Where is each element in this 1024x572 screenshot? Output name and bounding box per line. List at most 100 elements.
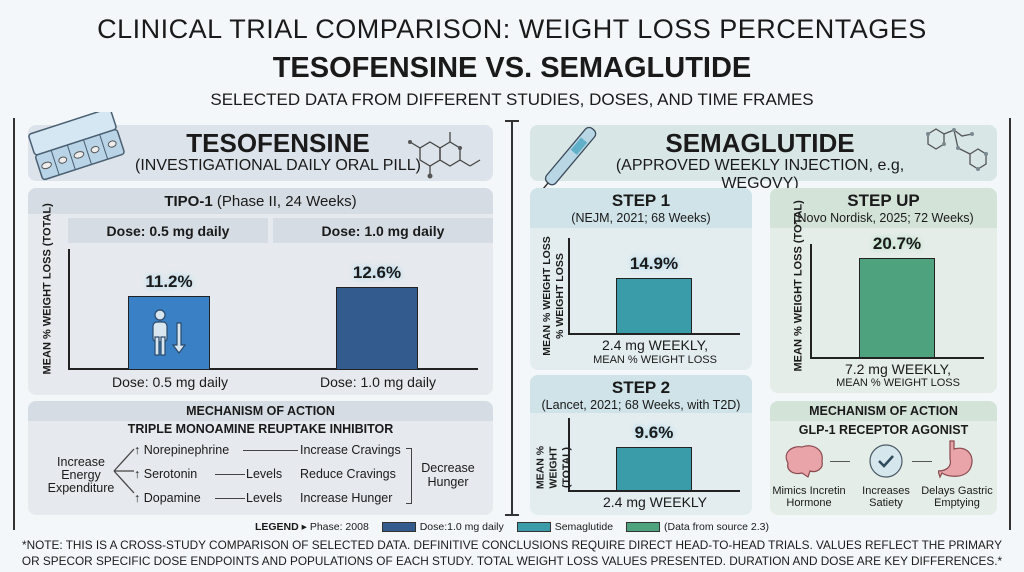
value-label: 14.9% xyxy=(629,253,679,273)
stepup-header: STEP UP (Novo Nordisk, 2025; 72 Weeks) xyxy=(770,188,997,228)
up-arrow-icon: ↑ xyxy=(134,467,141,481)
branch-arrows-icon xyxy=(113,448,135,494)
molecule-icon xyxy=(926,128,988,171)
y-axis xyxy=(810,244,812,358)
divider xyxy=(511,120,513,516)
mechanism-title: MECHANISM OF ACTION xyxy=(770,401,997,421)
bracket xyxy=(406,448,412,504)
subtitle: SELECTED DATA FROM DIFFERENT STUDIES, DO… xyxy=(210,90,814,109)
checkmark-icon xyxy=(869,444,903,478)
legend-swatch xyxy=(381,522,416,533)
x-tick-label: 2.4 mg WEEKLY, xyxy=(601,337,709,353)
mechanism-title: MECHANISM OF ACTION xyxy=(28,401,493,421)
row-dopamine: ↑ Dopamine xyxy=(134,491,201,505)
bar-step2 xyxy=(616,446,692,490)
arrow xyxy=(215,498,245,499)
levels-label: Levels xyxy=(246,467,283,481)
y-axis-label: MEAN % WEIGHT LOSS (TOTAL) xyxy=(41,203,54,375)
y-axis xyxy=(568,418,570,491)
x-tick-label: 2.4 mg WEEKLY xyxy=(602,494,707,510)
step2-header: STEP 2 (Lancet, 2021; 68 Weeks, with T2D… xyxy=(530,375,752,413)
row-serotonin: ↑ Serotonin xyxy=(134,467,197,481)
tesofensine-mechanism: MECHANISM OF ACTION TRIPLE MONOAMINE REU… xyxy=(28,401,493,515)
trial-name: STEP UP xyxy=(847,191,920,210)
stomach-icon xyxy=(938,440,973,479)
x-tick-label: Dose: 0.5 mg daily xyxy=(112,374,228,390)
value-label: 20.7% xyxy=(872,233,922,253)
mechanism-step: Delays Gastric Emptying xyxy=(921,485,993,509)
pill-organizer-icon xyxy=(28,112,125,181)
trial-detail: (Novo Nordisk, 2025; 72 Weeks) xyxy=(793,211,974,225)
trial-name: TIPO-1 xyxy=(164,193,213,210)
y-axis xyxy=(568,238,570,334)
step1-header: STEP 1 (NEJM, 2021; 68 Weeks) xyxy=(530,188,752,228)
frame xyxy=(13,118,1011,530)
arrow xyxy=(215,474,245,475)
legend-swatch xyxy=(516,522,551,533)
transmitter: Norepinephrine xyxy=(143,443,230,457)
value-label: 9.6% xyxy=(634,422,674,442)
dose-header-1: Dose: 1.0 mg daily xyxy=(273,218,493,243)
effect: Reduce Cravings xyxy=(300,467,396,481)
legend-item: Semaglutide xyxy=(554,521,614,533)
drug-desc: (APPROVED WEEKLY INJECTION, e.g, WEGOVY) xyxy=(615,157,905,192)
trial-detail: (Phase II, 24 Weeks) xyxy=(216,193,357,210)
x-axis-label: MEAN % WEIGHT LOSS xyxy=(836,377,960,389)
x-axis xyxy=(68,368,478,370)
legend-label: LEGEND xyxy=(254,521,299,533)
trial-name: STEP 1 xyxy=(611,191,671,210)
brain-icon xyxy=(785,445,823,478)
mechanism-step: Increases Satiety xyxy=(862,485,910,509)
molecule-icon xyxy=(408,132,481,179)
drug-name: TESOFENSINE xyxy=(186,128,370,158)
drug-desc: (INVESTIGATIONAL DAILY ORAL PILL) xyxy=(134,157,421,174)
legend-item: (Data from source 2.3) xyxy=(663,521,770,533)
bar-step1 xyxy=(616,277,692,333)
legend: LEGEND ▸ Phase: 2008 Dose:1.0 mg daily S… xyxy=(0,521,1024,533)
x-axis xyxy=(568,333,740,335)
mechanism-subtitle: TRIPLE MONOAMINE REUPTAKE INHIBITOR xyxy=(127,422,394,436)
bar-dose-1.0mg xyxy=(336,287,418,369)
tipo1-header: TIPO-1 (Phase II, 24 Weeks) xyxy=(28,188,493,214)
mechanism-source: Increase Energy Expenditure xyxy=(47,455,115,495)
transmitter: Serotonin xyxy=(143,467,198,481)
y-axis-label: MEAN % WEIGHT LOSS % WEIGHT LOSS xyxy=(541,236,566,356)
bar-dose-0.5mg xyxy=(128,296,210,369)
semaglutide-header: SEMAGLUTIDE (APPROVED WEEKLY INJECTION, … xyxy=(530,125,997,192)
levels-label: Levels xyxy=(246,491,283,505)
mechanism-step: Mimics Incretin Hormone xyxy=(772,485,846,509)
x-tick-label: 7.2 mg WEEKLY, xyxy=(844,361,952,377)
legend-item: ▸ Phase: 2008 xyxy=(301,521,369,533)
row-norepinephrine: ↑ Norepinephrine xyxy=(134,443,229,457)
value-label: 11.2% xyxy=(145,272,193,292)
y-axis xyxy=(68,249,70,370)
legend-item: Dose:1.0 mg daily xyxy=(419,521,504,533)
person-weight-loss-icon xyxy=(152,309,187,356)
arrow xyxy=(830,461,850,462)
up-arrow-icon: ↑ xyxy=(134,491,141,505)
semaglutide-mechanism: MECHANISM OF ACTION GLP-1 RECEPTOR AGONI… xyxy=(770,401,997,515)
up-arrow-icon: ↑ xyxy=(134,443,141,457)
step2-panel: STEP 2 (Lancet, 2021; 68 Weeks, with T2D… xyxy=(530,375,752,515)
trial-detail: (Lancet, 2021; 68 Weeks, with T2D) xyxy=(541,398,741,412)
dose-header-0: Dose: 0.5 mg daily xyxy=(68,218,268,243)
trial-detail: (NEJM, 2021; 68 Weeks) xyxy=(571,211,711,225)
arrow xyxy=(912,461,932,462)
divider-cap xyxy=(505,120,519,122)
legend-swatch xyxy=(625,522,660,533)
note-line-1: *NOTE: THIS IS A CROSS-STUDY COMPARISON … xyxy=(22,538,1002,552)
effect: Increase Hunger xyxy=(300,491,393,505)
trial-name: STEP 2 xyxy=(611,378,671,397)
x-tick-label: Dose: 1.0 mg daily xyxy=(320,374,436,390)
injection-pen-icon xyxy=(542,126,597,190)
x-axis-label: MEAN % WEIGHT LOSS xyxy=(593,354,717,366)
x-axis xyxy=(568,490,740,492)
divider-cap xyxy=(505,514,519,516)
note-line-2: OR SPECOR SPECIFIC DOSE ENDPOINTS AND PO… xyxy=(21,554,1003,568)
mechanism-subtitle: GLP-1 RECEPTOR AGONIST xyxy=(798,423,969,437)
mechanism-result: Decrease Hunger xyxy=(421,461,475,489)
x-axis xyxy=(810,357,984,359)
effect: Increase Cravings xyxy=(300,443,401,457)
bar-stepup xyxy=(859,257,935,357)
tipo1-panel: TIPO-1 (Phase II, 24 Weeks) Dose: 0.5 mg… xyxy=(28,188,493,395)
